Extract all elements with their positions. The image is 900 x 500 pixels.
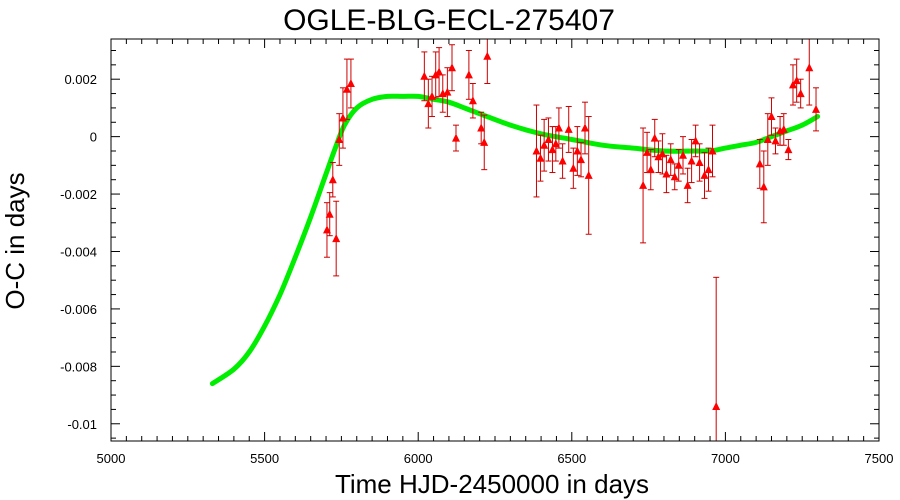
fit-curve [209,93,821,387]
error-bar-layer [323,39,820,441]
data-point [325,209,334,218]
data-point [779,124,788,133]
data-point [569,163,578,172]
data-point [573,146,582,155]
data-point [639,180,648,189]
data-point [646,165,655,174]
data-point [805,63,814,72]
data-point [755,159,764,168]
data-point [792,76,801,85]
data-point [443,87,452,96]
data-point [551,139,560,148]
data-point [674,160,683,169]
y-tick-label: -0.006 [60,302,97,317]
data-point [683,180,692,189]
data-point [789,80,797,89]
data-point [708,146,717,155]
data-point [323,225,331,234]
data-point [554,123,563,132]
data-point [548,145,557,154]
x-axis-title: Time HJD-2450000 in days [335,469,649,499]
data-point [643,147,652,156]
x-tick-label: 7000 [711,451,740,466]
y-tick-label: -0.004 [60,244,97,259]
data-point [691,136,700,145]
y-tick-label: 0.002 [64,72,97,87]
y-axis-title: O-C in days [0,172,30,309]
data-point [650,133,659,142]
plot-frame [110,38,880,442]
data-point [477,123,486,132]
data-point [464,70,473,79]
data-point [328,175,337,184]
data-point [428,91,436,100]
data-point [700,170,709,179]
data-point [662,169,671,178]
data-point [332,234,341,243]
data-point [784,145,793,154]
data-point [704,165,713,174]
data-point [666,155,675,164]
data-point [342,84,351,93]
data-point [812,104,820,113]
data-point [564,124,573,133]
data-point [771,136,780,145]
data-point [335,135,344,143]
data-point [448,63,456,72]
y-tick-label: 0 [90,130,97,145]
data-point [452,133,460,142]
data-point [536,153,545,162]
data-point [468,96,477,105]
fit-curve-layer [209,93,821,387]
y-tick-label: -0.002 [60,187,97,202]
data-point [544,135,553,143]
data-point [763,135,772,143]
data-point [584,170,593,179]
data-point [435,67,444,76]
data-point [532,146,541,155]
tick-label-layer: 5000 5500 6000 6500 7000 7500 0.002 0 -0.002 -0.0… [60,72,893,466]
data-point [695,158,704,166]
data-point [577,155,585,164]
data-point [679,150,687,159]
data-point [581,123,589,132]
tick-layer [110,39,880,441]
x-tick-label: 5000 [97,451,126,466]
y-tick-label: -0.01 [67,417,97,432]
y-tick-label: -0.008 [60,359,97,374]
data-point [654,152,663,161]
data-point [670,172,679,181]
data-point [658,149,667,158]
data-point [767,112,776,120]
x-tick-label: 5500 [250,451,279,466]
data-point [338,113,347,122]
data-point [424,99,433,108]
data-point [540,140,549,149]
x-tick-label: 7500 [865,451,894,466]
chart-title: OGLE-BLG-ECL-275407 [283,4,615,37]
axes-layer [110,38,880,442]
data-point [420,71,429,80]
x-tick-label: 6000 [404,451,433,466]
data-point [558,156,567,165]
data-point [483,51,492,60]
data-point-layer [323,51,820,410]
data-point [759,182,768,191]
data-point [712,402,721,410]
data-point [346,79,355,87]
x-tick-label: 6500 [557,451,586,466]
data-point [480,137,489,146]
data-point [687,156,696,165]
data-point [796,89,805,98]
